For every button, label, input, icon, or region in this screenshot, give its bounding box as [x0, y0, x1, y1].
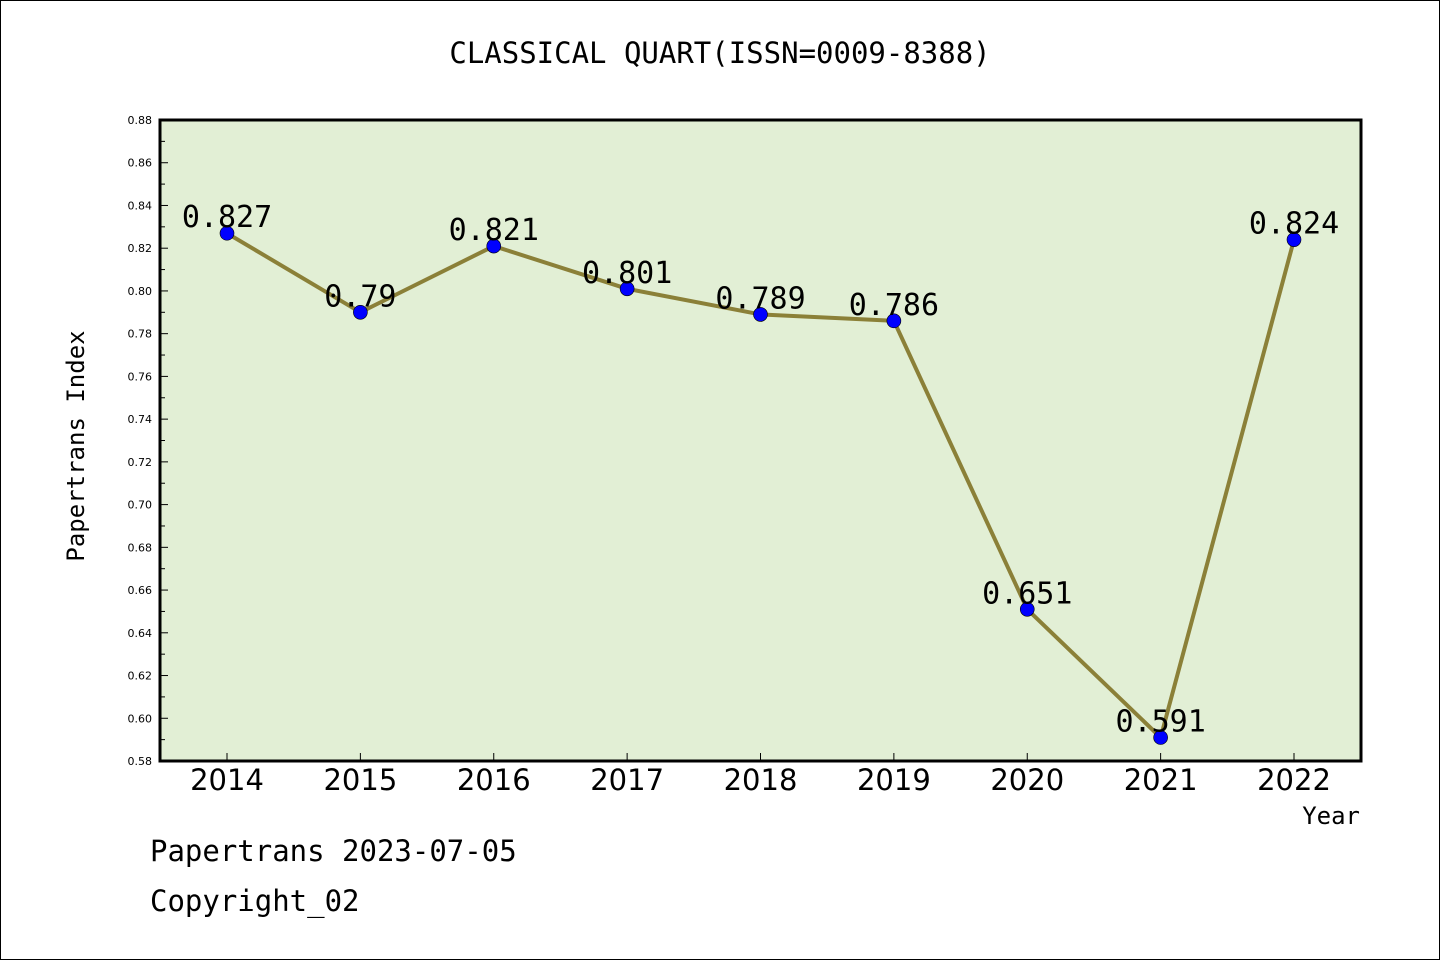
- x-tick-label: 2016: [457, 763, 531, 797]
- y-tick-label: 0.76: [128, 370, 153, 383]
- x-tick-label: 2021: [1124, 763, 1198, 797]
- y-tick-label: 0.58: [128, 755, 153, 768]
- y-tick-label: 0.80: [128, 285, 153, 298]
- data-label: 0.801: [582, 256, 672, 291]
- x-tick-label: 2015: [323, 763, 397, 797]
- x-tick-label: 2018: [724, 763, 798, 797]
- chart-title: CLASSICAL QUART(ISSN=0009-8388): [449, 36, 991, 70]
- data-point: [1153, 730, 1168, 745]
- y-tick-label: 0.88: [128, 114, 153, 127]
- y-tick-label: 0.62: [128, 670, 153, 683]
- plot-area: [158, 118, 1363, 763]
- x-axis: 2014 2015 2016 2017 2018 2019 2020 2021 2022: [190, 753, 1331, 797]
- data-label: 0.824: [1249, 207, 1339, 242]
- data-label: 0.821: [449, 213, 539, 248]
- y-tick-label: 0.84: [128, 199, 153, 212]
- data-point: [619, 281, 635, 297]
- data-label: 0.789: [715, 281, 805, 316]
- y-tick-label: 0.82: [128, 242, 153, 255]
- x-axis-title: Year: [1302, 802, 1360, 830]
- x-tick-label: 2014: [190, 763, 264, 797]
- y-tick-label: 0.70: [128, 499, 153, 512]
- data-label: 0.827: [182, 200, 272, 235]
- y-tick-label: 0.64: [128, 627, 153, 640]
- data-point: [753, 307, 768, 322]
- footer-date: Papertrans 2023-07-05: [150, 834, 517, 868]
- x-tick-label: 2017: [590, 763, 664, 797]
- data-label: 0.786: [849, 288, 939, 323]
- y-tick-label: 0.78: [128, 328, 153, 341]
- y-tick-label: 0.74: [128, 413, 153, 426]
- data-label: 0.651: [982, 576, 1072, 611]
- y-tick-label: 0.86: [128, 157, 153, 170]
- data-point: [486, 238, 502, 254]
- y-tick-label: 0.66: [128, 584, 153, 597]
- series-group: 0.827 0.79 0.821 0.801 0.789 0.786 0.651 0.591 0…: [182, 200, 1339, 745]
- y-tick-label: 0.72: [128, 456, 153, 469]
- y-tick-label: 0.68: [128, 541, 153, 554]
- data-label: 0.79: [324, 279, 396, 314]
- y-tick-label: 0.60: [128, 712, 153, 725]
- footer-copyright: Copyright_02: [150, 884, 360, 918]
- data-point: [353, 304, 368, 320]
- x-tick-label: 2019: [857, 763, 931, 797]
- data-point: [1019, 601, 1035, 617]
- x-tick-label: 2020: [990, 763, 1064, 797]
- y-axis: 0.58 0.60 0.62 0.64 0.66 0.68 0.70 0.72 0.74 0.76…: [128, 114, 168, 768]
- x-tick-label: 2022: [1257, 763, 1331, 797]
- data-label: 0.591: [1115, 704, 1205, 739]
- y-axis-title: Papertrans Index: [62, 330, 90, 562]
- data-point: [1286, 232, 1302, 247]
- data-point: [219, 225, 235, 241]
- data-point: [886, 313, 902, 329]
